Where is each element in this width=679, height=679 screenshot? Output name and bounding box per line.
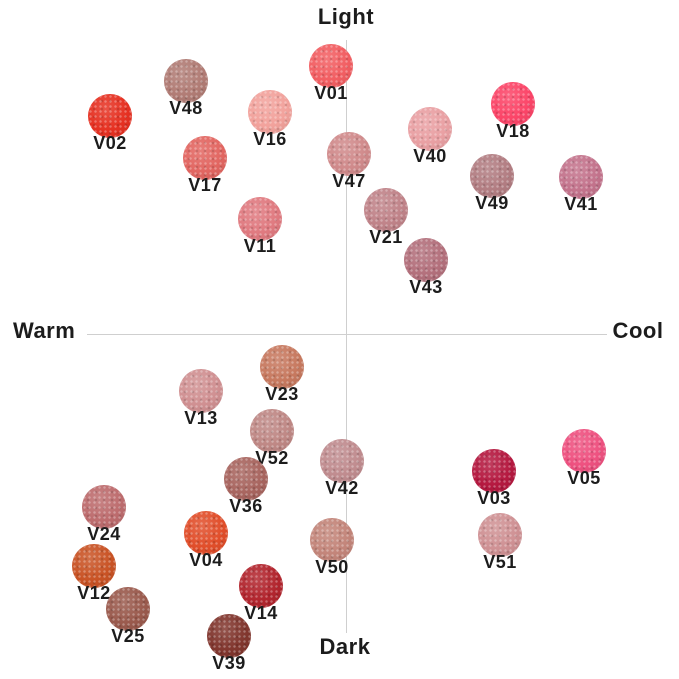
swatch-label: V02	[93, 133, 127, 153]
axis-label-dark: Dark	[319, 634, 371, 659]
swatch-label: V25	[111, 626, 145, 646]
swatch-dot	[559, 155, 603, 199]
swatch-label: V11	[243, 236, 277, 256]
swatch-label: V16	[253, 129, 287, 149]
horizontal-axis-line	[87, 334, 607, 335]
swatch-dot	[404, 238, 448, 282]
swatch-dot	[239, 564, 283, 608]
swatch-dot	[327, 132, 371, 176]
swatch-dot	[106, 587, 150, 631]
swatch-dot	[238, 197, 282, 241]
swatch-dot	[260, 345, 304, 389]
swatch-dot	[562, 429, 606, 473]
swatch-dot	[491, 82, 535, 126]
swatch-dot	[164, 59, 208, 103]
swatch-label: V04	[189, 550, 223, 570]
swatch-label: V51	[483, 552, 517, 572]
swatch-label: V47	[332, 171, 366, 191]
swatch-label: V49	[475, 193, 509, 213]
swatch-dot	[478, 513, 522, 557]
swatch-label: V17	[188, 175, 222, 195]
swatch-dot	[470, 154, 514, 198]
swatch-dot	[250, 409, 294, 453]
axis-label-light: Light	[317, 4, 375, 29]
swatch-dot	[248, 90, 292, 134]
swatch-label: V50	[315, 557, 349, 577]
swatch-label: V41	[564, 194, 598, 214]
swatch-dot	[364, 188, 408, 232]
swatch-dot	[184, 511, 228, 555]
swatch-label: V48	[169, 98, 203, 118]
swatch-dot	[224, 457, 268, 501]
swatch-label: V52	[255, 448, 289, 468]
axis-label-cool: Cool	[612, 318, 664, 343]
swatch-dot	[82, 485, 126, 529]
swatch-label: V21	[369, 227, 403, 247]
swatch-dot	[183, 136, 227, 180]
swatch-label: V18	[496, 121, 530, 141]
swatch-label: V43	[409, 277, 443, 297]
swatch-label: V12	[77, 583, 111, 603]
swatch-dot	[310, 518, 354, 562]
swatch-dot	[320, 439, 364, 483]
swatch-label: V42	[325, 478, 359, 498]
swatch-label: V40	[413, 146, 447, 166]
swatch-label: V36	[229, 496, 263, 516]
vertical-axis-line	[346, 40, 347, 633]
swatch-dot	[408, 107, 452, 151]
swatch-dot	[179, 369, 223, 413]
swatch-dot	[472, 449, 516, 493]
swatch-label: V39	[212, 653, 246, 673]
swatch-dot	[72, 544, 116, 588]
swatch-label: V01	[314, 83, 348, 103]
swatch-dot	[88, 94, 132, 138]
axis-label-warm: Warm	[13, 318, 76, 343]
swatch-dot	[207, 614, 251, 658]
swatch-dot	[309, 44, 353, 88]
swatch-label: V05	[567, 468, 601, 488]
swatch-label: V14	[244, 603, 278, 623]
swatch-label: V03	[477, 488, 511, 508]
swatch-label: V13	[184, 408, 218, 428]
swatch-label: V24	[87, 524, 121, 544]
swatch-label: V23	[265, 384, 299, 404]
